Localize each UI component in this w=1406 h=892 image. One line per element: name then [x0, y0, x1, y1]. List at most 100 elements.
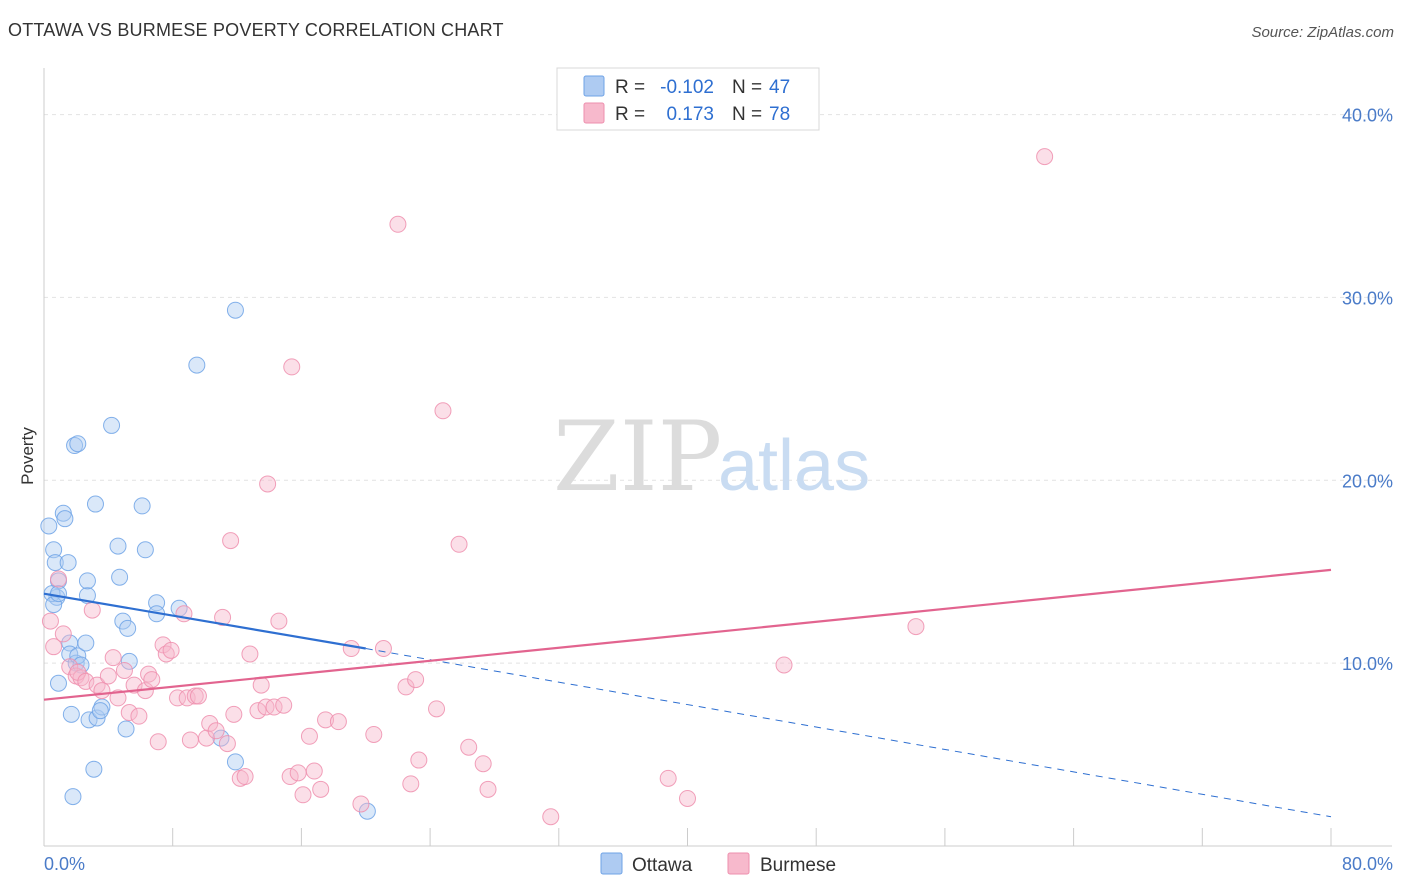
burmese-point [407, 671, 425, 689]
ottawa-point [40, 517, 58, 535]
burmese-point [410, 751, 428, 769]
ottawa-point [59, 554, 77, 572]
burmese-point [169, 689, 187, 707]
burmese-point [130, 707, 148, 725]
ottawa-point [56, 510, 74, 528]
burmese-point [389, 215, 407, 233]
ottawa-n-label: N = [732, 77, 762, 98]
burmese-point [1036, 148, 1054, 166]
ottawa-point [120, 652, 138, 670]
y-axis-label: Poverty [18, 427, 37, 485]
ottawa-r-value: -0.102 [660, 77, 714, 98]
burmese-point [207, 722, 225, 740]
ottawa-r-label: R = [615, 77, 645, 98]
burmese-point [49, 570, 67, 588]
burmese-point [428, 700, 446, 718]
burmese-point [45, 638, 63, 656]
x-tick-label: 80.0% [1342, 854, 1393, 874]
burmese-point [241, 645, 259, 663]
burmese-point [275, 696, 293, 714]
series-burmese [41, 148, 1054, 826]
burmese-point [54, 625, 72, 643]
burmese-point [143, 671, 161, 689]
burmese-point [402, 775, 420, 793]
ottawa-point [86, 495, 104, 513]
burmese-point [281, 768, 299, 786]
ottawa-point [45, 541, 63, 559]
burmese-point [252, 676, 270, 694]
ottawa-point [188, 356, 206, 374]
x-tick-labels: 0.0% 80.0% [44, 854, 1393, 874]
burmese-point [99, 667, 117, 685]
chart-title: OTTAWA VS BURMESE POVERTY CORRELATION CH… [8, 20, 504, 40]
watermark-zip: ZIP [553, 401, 722, 513]
ottawa-n-value: 47 [769, 77, 790, 98]
legend-burmese-label: Burmese [760, 855, 836, 876]
watermark: ZIP atlas [553, 401, 870, 513]
ottawa-point [69, 435, 87, 453]
burmese-point [189, 687, 207, 705]
burmese-point [679, 789, 696, 807]
burmese-point [93, 682, 111, 700]
ottawa-point [103, 416, 121, 434]
ottawa-swatch [583, 75, 605, 97]
burmese-point [479, 780, 497, 798]
ottawa-point [133, 497, 151, 515]
burmese-point [249, 702, 267, 720]
burmese-point [365, 725, 383, 743]
axes [43, 68, 1392, 847]
burmese-point [201, 714, 219, 732]
ottawa-point [62, 705, 80, 723]
ottawa-point [117, 720, 135, 738]
series-ottawa [40, 301, 376, 820]
burmese-point [83, 601, 101, 619]
data-points [40, 148, 1054, 826]
legend-ottawa-swatch [600, 852, 623, 875]
burmese-point [225, 705, 243, 723]
burmese-point [270, 612, 288, 630]
burmese-point [450, 535, 468, 553]
burmese-point [352, 795, 370, 813]
ottawa-trend-line [43, 592, 366, 650]
burmese-point [41, 612, 59, 630]
trend-lines [43, 568, 1332, 818]
burmese-point [374, 640, 392, 658]
burmese-point [259, 475, 277, 493]
burmese-point [149, 733, 167, 751]
burmese-point [283, 358, 301, 376]
burmese-point [474, 755, 492, 773]
watermark-atlas: atlas [718, 426, 870, 506]
burmese-point [104, 649, 122, 667]
burmese-point [300, 727, 318, 745]
ottawa-point [111, 568, 129, 586]
source-label: Source: ZipAtlas.com [1251, 24, 1394, 41]
burmese-point [294, 786, 312, 804]
burmese-point [115, 661, 133, 679]
ottawa-trend-extension [365, 648, 1332, 818]
burmese-r-label: R = [615, 104, 645, 125]
legend-ottawa-label: Ottawa [632, 855, 693, 876]
ottawa-point [226, 301, 244, 319]
ottawa-point [358, 802, 376, 820]
burmese-r-value: 0.173 [666, 104, 714, 125]
ottawa-point [109, 537, 127, 555]
burmese-point [125, 676, 143, 694]
burmese-point [289, 764, 307, 782]
burmese-point [140, 665, 158, 683]
burmese-point [162, 641, 180, 659]
burmese-point [460, 738, 478, 756]
burmese-point [222, 532, 240, 550]
correlation-legend: R = -0.102 N = 47 R = 0.173 N = 78 [556, 67, 820, 131]
burmese-point [77, 672, 95, 690]
y-tick-label: 20.0% [1342, 471, 1393, 491]
ottawa-point [46, 554, 64, 572]
ottawa-point [136, 541, 154, 559]
ottawa-point [226, 753, 244, 771]
y-tick-labels: 10.0% 20.0% 30.0% 40.0% [1342, 106, 1393, 675]
burmese-point [120, 704, 138, 722]
burmese-point [236, 768, 254, 786]
burmese-n-value: 78 [769, 104, 790, 125]
burmese-point [542, 808, 560, 826]
ottawa-point [78, 572, 96, 590]
